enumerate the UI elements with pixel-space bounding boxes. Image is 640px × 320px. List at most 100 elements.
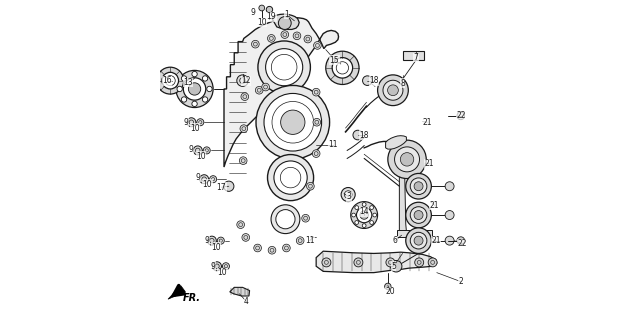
Circle shape (390, 260, 402, 272)
Circle shape (268, 35, 275, 42)
Circle shape (157, 67, 184, 94)
Text: 6: 6 (393, 236, 397, 245)
Circle shape (354, 258, 363, 267)
Circle shape (302, 214, 310, 222)
Circle shape (181, 97, 187, 102)
Text: 9: 9 (211, 262, 215, 271)
Circle shape (388, 140, 426, 179)
Circle shape (268, 155, 314, 201)
Circle shape (373, 213, 376, 217)
Text: 9: 9 (250, 8, 255, 17)
Text: 4: 4 (244, 297, 249, 306)
Text: 18: 18 (360, 131, 369, 140)
Text: FR.: FR. (182, 293, 200, 303)
Circle shape (200, 175, 209, 184)
Circle shape (256, 85, 330, 159)
Text: 20: 20 (385, 287, 396, 296)
Polygon shape (403, 51, 424, 60)
Polygon shape (230, 287, 250, 296)
Text: 9: 9 (205, 236, 210, 245)
Circle shape (401, 153, 414, 166)
Circle shape (388, 85, 398, 96)
Text: 21: 21 (425, 159, 434, 168)
Circle shape (176, 70, 213, 108)
Polygon shape (272, 14, 300, 29)
Polygon shape (385, 136, 406, 149)
Circle shape (281, 31, 289, 38)
Circle shape (181, 76, 187, 81)
Circle shape (385, 283, 391, 290)
Text: 10: 10 (211, 243, 221, 252)
Circle shape (355, 220, 358, 224)
Circle shape (332, 58, 353, 78)
Text: 7: 7 (413, 53, 419, 62)
Circle shape (457, 112, 465, 120)
Polygon shape (399, 170, 406, 231)
Circle shape (355, 206, 358, 210)
Text: 8: 8 (400, 79, 405, 88)
Text: 22: 22 (458, 239, 467, 248)
Circle shape (177, 86, 182, 92)
Circle shape (207, 86, 212, 92)
Circle shape (242, 234, 250, 241)
Circle shape (218, 237, 225, 244)
Circle shape (258, 41, 310, 93)
Circle shape (322, 258, 331, 267)
Circle shape (312, 150, 320, 157)
Circle shape (240, 125, 248, 132)
Text: 13: 13 (183, 78, 193, 87)
Text: 10: 10 (196, 152, 206, 161)
Circle shape (314, 42, 321, 49)
Circle shape (188, 83, 201, 95)
Text: 9: 9 (195, 173, 200, 182)
Text: 10: 10 (190, 124, 200, 132)
Circle shape (212, 262, 221, 271)
Circle shape (410, 232, 427, 249)
Circle shape (271, 205, 300, 234)
Text: 10: 10 (202, 180, 212, 188)
Circle shape (406, 202, 431, 228)
Circle shape (255, 86, 263, 94)
Circle shape (262, 83, 269, 91)
Circle shape (341, 188, 355, 202)
Text: 22: 22 (456, 111, 465, 120)
Circle shape (266, 6, 273, 13)
Circle shape (237, 221, 244, 228)
Text: 14: 14 (359, 207, 369, 216)
Circle shape (386, 258, 395, 267)
Circle shape (278, 17, 291, 29)
Circle shape (223, 263, 230, 270)
Polygon shape (224, 18, 339, 167)
Circle shape (304, 35, 312, 43)
Circle shape (241, 93, 249, 100)
Circle shape (351, 202, 378, 228)
Circle shape (370, 220, 374, 224)
Circle shape (268, 246, 276, 254)
Circle shape (237, 75, 248, 86)
Circle shape (283, 244, 290, 252)
Text: 17: 17 (216, 183, 227, 192)
Text: 11: 11 (305, 236, 314, 245)
Polygon shape (316, 251, 437, 273)
Circle shape (207, 236, 216, 245)
Circle shape (313, 118, 321, 126)
Text: 21: 21 (430, 201, 439, 210)
Circle shape (445, 182, 454, 191)
Circle shape (353, 130, 362, 140)
Circle shape (192, 71, 197, 77)
Text: 9: 9 (184, 118, 189, 127)
Text: 12: 12 (241, 76, 250, 85)
Circle shape (210, 176, 216, 183)
Circle shape (414, 236, 423, 245)
Circle shape (360, 211, 369, 219)
Text: 10: 10 (257, 18, 267, 27)
Circle shape (370, 206, 374, 210)
Text: 21: 21 (431, 236, 440, 245)
Circle shape (239, 157, 247, 164)
Circle shape (307, 182, 314, 190)
Circle shape (445, 211, 454, 220)
Circle shape (276, 210, 295, 229)
Circle shape (296, 237, 304, 244)
Circle shape (312, 88, 320, 96)
Text: 2: 2 (458, 277, 463, 286)
